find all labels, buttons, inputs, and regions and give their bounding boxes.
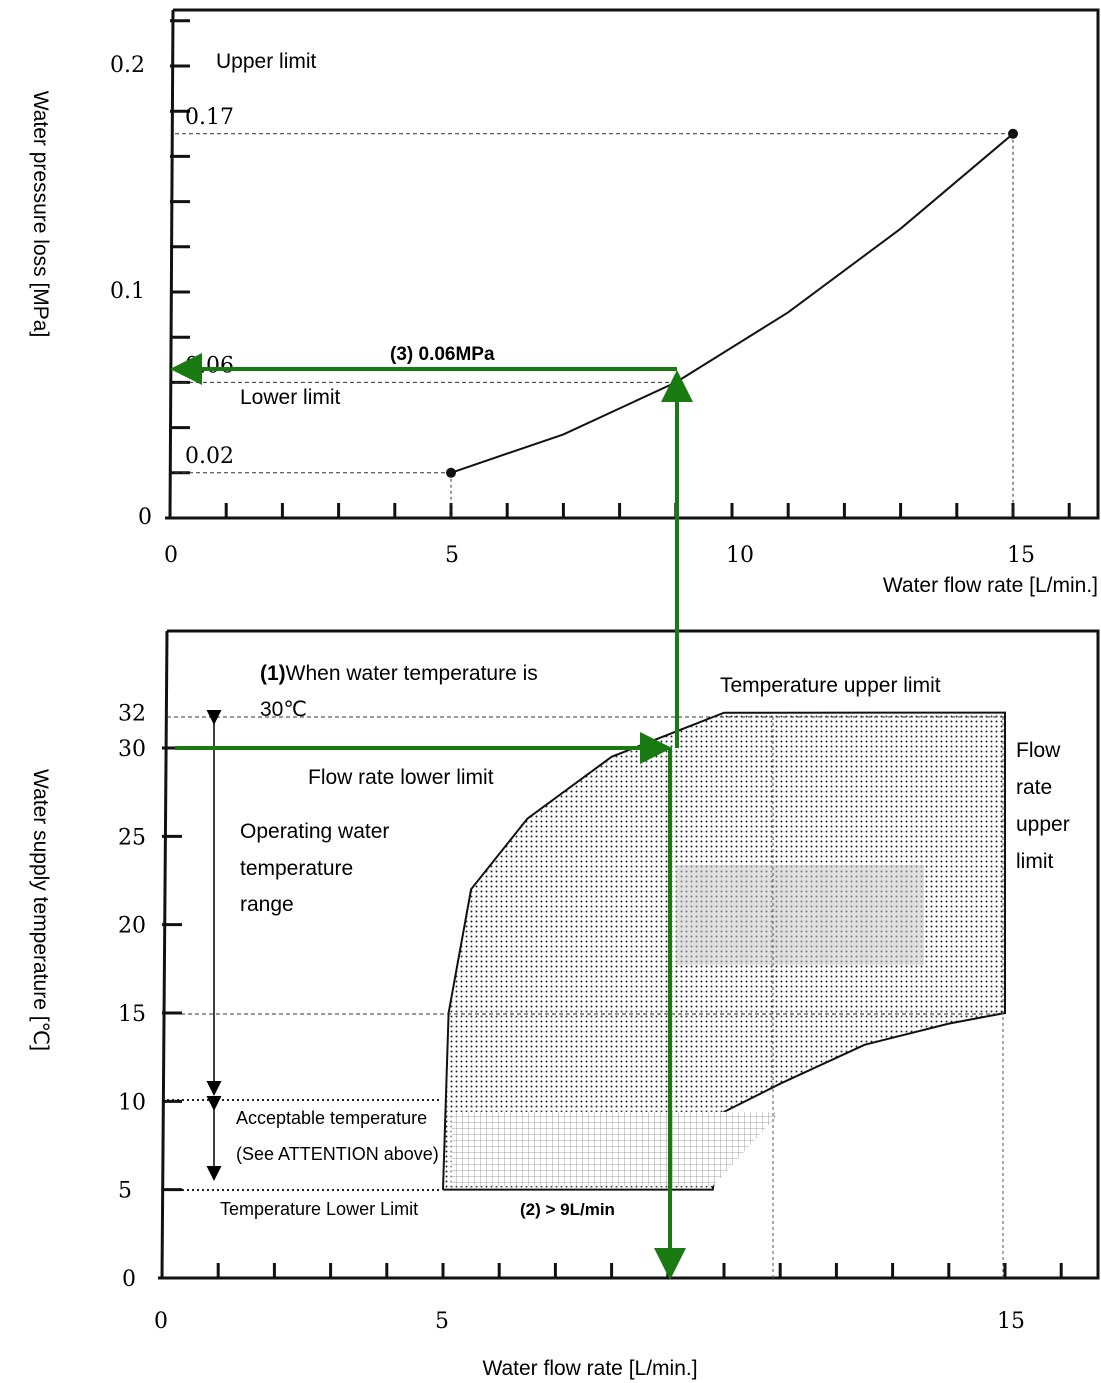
bottom-y-tick-label: 15 <box>118 1002 146 1027</box>
top-y-axis-label: Water pressure loss [MPa] <box>29 91 52 338</box>
top-y-tick-label: 0.1 <box>110 279 145 304</box>
flow-upper-label-3: upper <box>1016 813 1070 836</box>
top-x-axis-label: Water flow rate [L/min.] <box>883 574 1098 597</box>
operating-range-label-1: Operating water <box>240 820 389 843</box>
pressure-loss-curve <box>450 133 1014 474</box>
step1-bold: (1) <box>260 662 286 685</box>
acceptable-region <box>451 1111 781 1187</box>
bottom-x-ticks: 0 5 15 <box>154 1263 1063 1334</box>
bottom-x-axis-label: Water flow rate [L/min.] <box>482 1357 697 1380</box>
pressure-loss-chart: 00.10.2 0 5 10 15 0.170.060.02 Upper limit … <box>29 8 1100 597</box>
flow-upper-label-2: rate <box>1016 776 1052 799</box>
bottom-y-tick-label: 30 <box>118 737 146 762</box>
reading-arrows <box>170 353 693 1280</box>
bottom-y-tick-label: 20 <box>118 914 146 939</box>
curve-endpoint <box>1008 128 1018 139</box>
top-x-ticks: 0 5 10 15 <box>164 503 1071 568</box>
step1-label: (1)When water temperature is <box>260 662 538 685</box>
temp-lower-label: Temperature Lower Limit <box>220 1199 418 1219</box>
temp-upper-label: Temperature upper limit <box>720 674 941 697</box>
flow-upper-label-1: Flow <box>1016 739 1061 762</box>
acceptable-label-1: Acceptable temperature <box>236 1108 427 1128</box>
bottom-y-axis <box>160 630 169 1279</box>
top-frame <box>165 8 1100 520</box>
top-y-axis <box>168 9 175 519</box>
bottom-y-tick-label: 10 <box>118 1090 146 1115</box>
shaded-block <box>676 865 924 965</box>
bottom-x-tick-label: 0 <box>154 1309 168 1334</box>
bottom-x-tick-label: 15 <box>997 1309 1025 1334</box>
acceptable-label-2: (See ATTENTION above) <box>236 1144 439 1164</box>
bottom-y-ticks: 0 5 10 15 20 25 30 32 <box>118 702 182 1292</box>
step3-label: (3) 0.06MPa <box>390 344 495 365</box>
ref-value-label: 0.06 <box>185 353 234 378</box>
step1-value: 30℃ <box>260 698 307 721</box>
flow-upper-label-4: limit <box>1016 850 1053 873</box>
bottom-x-tick-label: 5 <box>435 1309 449 1334</box>
ref-value-label: 0.17 <box>185 105 234 130</box>
curve-endpoint <box>446 467 456 478</box>
top-y-ticks: 0 0.1 0.2 <box>110 19 190 530</box>
top-x-tick-label: 10 <box>726 543 754 568</box>
temperature-chart: 0 5 10 15 20 25 30 32 0 5 15 (1)When water temper… <box>29 629 1100 1380</box>
upper-limit-label: Upper limit <box>216 50 317 73</box>
operating-range-label-2: temperature <box>240 857 353 880</box>
flow-lower-label: Flow rate lower limit <box>308 766 494 789</box>
bottom-y-axis-label: Water supply temperature [℃] <box>29 769 52 1051</box>
top-y-tick-label: 0.2 <box>110 53 145 78</box>
step1-text: When water temperature is <box>286 662 538 685</box>
bottom-y-tick-label: 32 <box>118 702 146 727</box>
bottom-frame <box>158 629 1100 1280</box>
top-x-tick-label: 0 <box>164 543 178 568</box>
top-y-tick-label: 0 <box>138 505 152 530</box>
top-reference-lines: 0.17 0.06 0.02 <box>175 105 1014 518</box>
bottom-y-tick-label: 0 <box>122 1267 136 1292</box>
ref-value-label: 0.02 <box>185 444 234 469</box>
bottom-y-tick-label: 25 <box>118 825 146 850</box>
top-x-tick-label: 5 <box>445 543 459 568</box>
step2-label: (2) > 9L/min <box>520 1200 615 1219</box>
operating-range-label-3: range <box>240 893 294 916</box>
curve-endpoints <box>446 128 1018 478</box>
bottom-y-tick-label: 5 <box>118 1179 132 1204</box>
top-x-tick-label: 15 <box>1007 543 1035 568</box>
lower-limit-label: Lower limit <box>240 386 341 409</box>
